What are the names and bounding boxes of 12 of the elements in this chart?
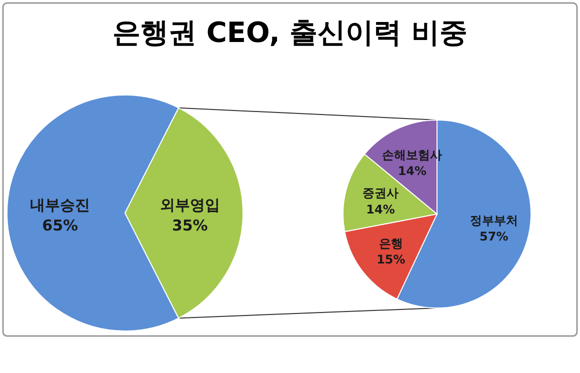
data-label: 14% bbox=[366, 202, 395, 216]
slice-label: 외부영입 bbox=[160, 196, 220, 214]
slice-label: 정부부처 bbox=[470, 213, 518, 228]
data-label: 15% bbox=[376, 252, 406, 267]
slice-label: 증권사 bbox=[362, 186, 399, 200]
slice-label: 은행 bbox=[378, 236, 403, 250]
slice-label: 내부승진 bbox=[30, 196, 90, 214]
data-label: 57% bbox=[480, 230, 508, 244]
data-label: 65% bbox=[42, 216, 78, 234]
chart-title: 은행권 CEO, 출신이력 비중 bbox=[112, 16, 468, 49]
data-label: 35% bbox=[172, 216, 208, 234]
data-label: 14% bbox=[398, 164, 427, 178]
